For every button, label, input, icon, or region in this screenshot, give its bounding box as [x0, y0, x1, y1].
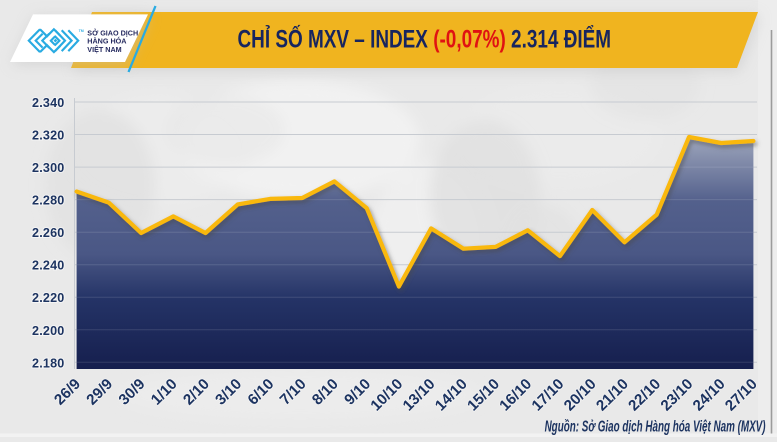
svg-text:2.180: 2.180	[32, 356, 65, 370]
svg-text:2.240: 2.240	[32, 259, 65, 273]
svg-text:2.320: 2.320	[32, 129, 65, 143]
svg-text:2.340: 2.340	[32, 96, 65, 110]
svg-text:VIỆT NAM: VIỆT NAM	[87, 45, 121, 54]
svg-text:2.260: 2.260	[32, 226, 65, 240]
svg-text:TM: TM	[79, 29, 84, 33]
svg-text:SỞ GIAO DỊCH: SỞ GIAO DỊCH	[87, 28, 138, 37]
svg-text:Nguồn: Sở Giao dịch Hàng hóa V: Nguồn: Sở Giao dịch Hàng hóa Việt Nam (M…	[545, 417, 766, 435]
svg-text:CHỈ SỐ MXV – INDEX (-0,07%) 2.: CHỈ SỐ MXV – INDEX (-0,07%) 2.314 ĐIỂM	[238, 24, 612, 53]
svg-text:2.220: 2.220	[32, 291, 65, 305]
svg-text:HÀNG HÓA: HÀNG HÓA	[87, 37, 126, 46]
svg-text:2.200: 2.200	[32, 324, 65, 338]
svg-text:2.300: 2.300	[32, 161, 65, 175]
svg-text:2.280: 2.280	[32, 194, 65, 208]
